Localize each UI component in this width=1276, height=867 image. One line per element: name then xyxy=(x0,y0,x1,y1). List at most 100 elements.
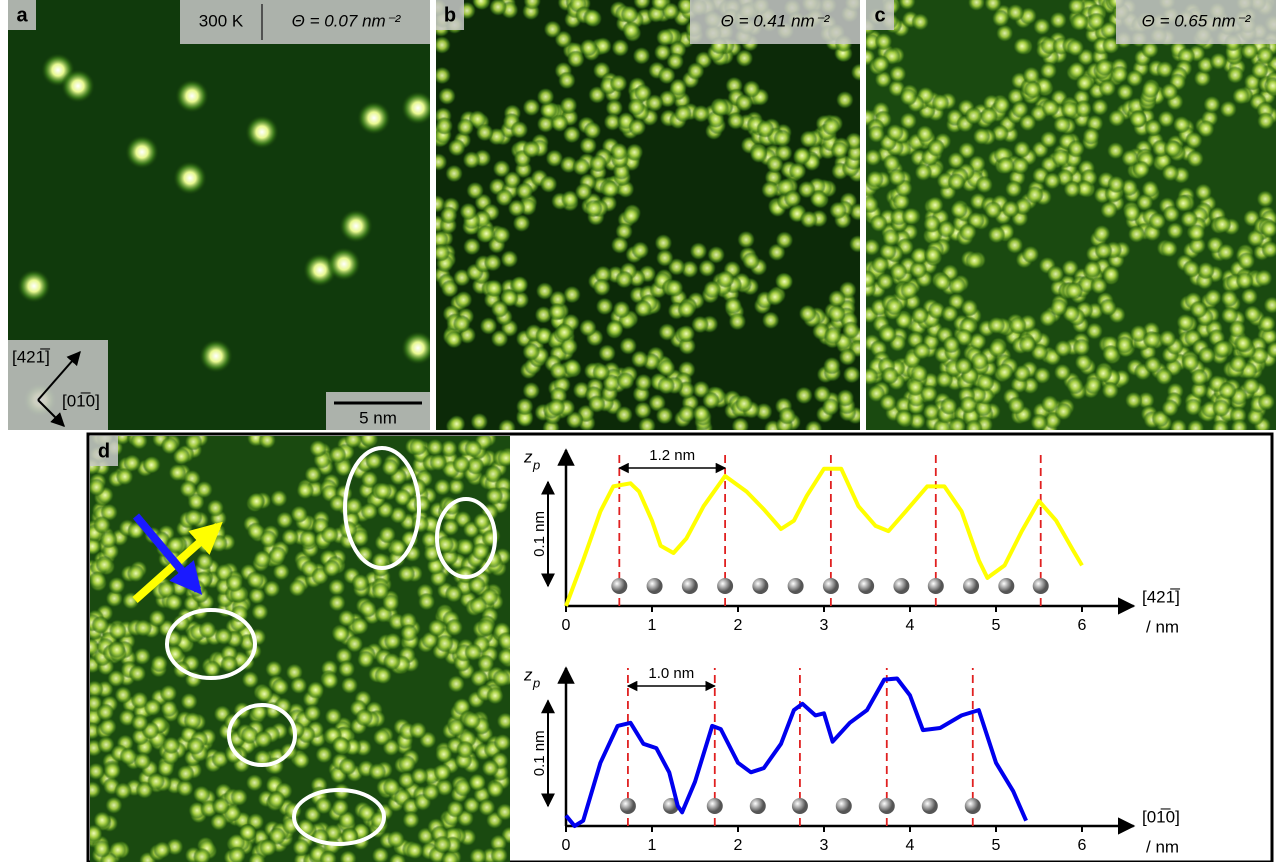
adsorbate xyxy=(910,306,929,325)
adsorbate xyxy=(489,0,507,16)
adsorbate xyxy=(175,79,209,113)
adsorbate xyxy=(1185,131,1203,150)
adsorbate xyxy=(1072,338,1091,357)
adsorbate xyxy=(1196,261,1215,280)
stm-features xyxy=(866,0,1276,430)
adsorbate xyxy=(479,316,498,335)
adsorbate xyxy=(1053,363,1072,382)
adsorbate xyxy=(436,116,454,135)
adsorbate xyxy=(1008,316,1027,335)
adsorbate xyxy=(61,69,95,103)
adsorbate xyxy=(1074,353,1093,372)
adsorbate xyxy=(821,397,840,416)
adsorbate xyxy=(942,335,961,354)
adsorbate xyxy=(381,594,400,612)
adsorbate xyxy=(1218,381,1237,400)
adsorbate xyxy=(1092,224,1111,243)
label-box xyxy=(1116,0,1276,44)
adsorbate xyxy=(447,138,466,157)
adsorbate xyxy=(496,712,510,731)
adsorbate xyxy=(512,214,531,233)
adsorbate xyxy=(1005,236,1024,255)
adsorbate xyxy=(707,245,726,264)
adsorbate xyxy=(1240,42,1259,61)
adsorbate xyxy=(654,233,673,252)
adsorbate xyxy=(93,515,112,534)
adsorbate xyxy=(885,297,904,316)
adsorbate xyxy=(522,381,541,400)
adsorbate xyxy=(211,797,230,816)
adsorbate xyxy=(1054,339,1072,358)
adsorbate xyxy=(382,778,401,797)
adsorbate xyxy=(176,779,194,798)
adsorbate xyxy=(259,838,278,857)
adsorbate xyxy=(452,314,471,333)
adsorbate xyxy=(959,395,978,414)
adsorbate xyxy=(566,50,585,69)
adsorbate xyxy=(444,584,463,603)
adsorbate xyxy=(401,91,430,125)
atom xyxy=(835,798,852,814)
adsorbate xyxy=(655,406,674,425)
adsorbate xyxy=(344,436,363,449)
adsorbate xyxy=(433,478,452,497)
y-axis-label: z xyxy=(523,447,533,466)
adsorbate xyxy=(254,730,273,749)
adsorbate xyxy=(314,745,333,764)
adsorbate xyxy=(888,64,907,83)
adsorbate xyxy=(610,142,629,161)
adsorbate xyxy=(224,746,243,764)
adsorbate xyxy=(579,38,598,57)
adsorbate xyxy=(371,582,390,601)
adsorbate xyxy=(1122,204,1141,222)
adsorbate xyxy=(1213,339,1232,358)
adsorbate xyxy=(711,98,730,117)
adsorbate xyxy=(469,596,488,615)
adsorbate xyxy=(179,480,198,498)
adsorbate xyxy=(1011,156,1030,175)
adsorbate xyxy=(1066,38,1085,57)
adsorbate xyxy=(773,129,792,148)
adsorbate xyxy=(153,840,172,859)
adsorbate xyxy=(559,96,578,115)
adsorbate xyxy=(486,686,505,705)
adsorbate xyxy=(619,336,638,355)
adsorbate xyxy=(561,190,579,208)
adsorbate xyxy=(90,478,106,497)
x-tick-label: 4 xyxy=(906,837,915,854)
adsorbate xyxy=(107,669,125,688)
adsorbate xyxy=(737,230,756,249)
adsorbate xyxy=(655,28,674,47)
adsorbate xyxy=(328,445,347,464)
adsorbate xyxy=(422,783,440,802)
adsorbate xyxy=(469,669,488,688)
x-axis-label: [01̅0] xyxy=(1142,807,1180,826)
adsorbate xyxy=(1143,355,1162,374)
coverage: Θ = 0.65 nm⁻² xyxy=(1142,11,1252,30)
adsorbate xyxy=(634,373,653,392)
adsorbate xyxy=(1233,334,1252,353)
ellipse xyxy=(292,788,386,846)
adsorbate xyxy=(440,439,458,458)
adsorbate xyxy=(822,356,841,375)
adsorbate xyxy=(119,747,138,766)
adsorbate xyxy=(148,609,167,628)
adsorbate xyxy=(126,564,145,583)
adsorbate xyxy=(133,647,152,666)
adsorbate xyxy=(880,366,899,385)
adsorbate xyxy=(887,168,906,187)
adsorbate xyxy=(655,248,674,267)
ellipse xyxy=(435,497,497,579)
adsorbate xyxy=(356,650,375,669)
adsorbate xyxy=(409,721,427,740)
adsorbate xyxy=(783,189,802,208)
adsorbate xyxy=(898,0,917,11)
adsorbate xyxy=(483,253,502,272)
adsorbate xyxy=(290,505,309,524)
panel-label: a xyxy=(16,4,28,26)
adsorbate xyxy=(351,573,370,592)
adsorbate xyxy=(1013,37,1031,56)
adsorbate xyxy=(299,529,318,548)
adsorbate xyxy=(1099,298,1118,317)
